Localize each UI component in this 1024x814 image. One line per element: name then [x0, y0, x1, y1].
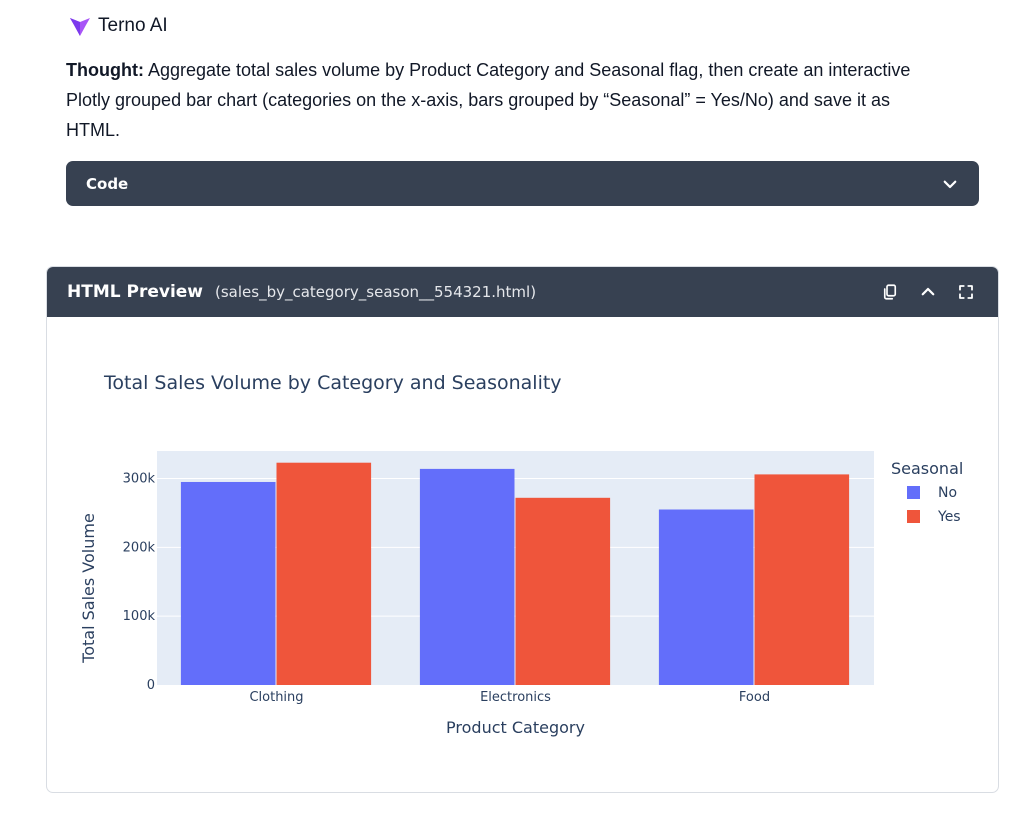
legend-item-no: No	[938, 485, 957, 501]
bar-no-food	[658, 509, 754, 685]
code-panel-toggle[interactable]: Code	[66, 161, 979, 206]
x-tick-label: Electronics	[480, 690, 551, 705]
chart-container: 0 100k 200k 300k Clothing Electronics Food Tota…	[47, 317, 998, 792]
thought-message: Thought: Aggregate total sales volume by…	[66, 55, 946, 145]
code-panel-label: Code	[86, 174, 129, 193]
brand-name: Terno AI	[98, 15, 168, 36]
preview-header: HTML Preview (sales_by_category_season__…	[47, 267, 998, 317]
x-tick-label: Clothing	[249, 690, 303, 705]
fullscreen-icon[interactable]	[957, 283, 975, 301]
legend-item-yes: Yes	[937, 509, 961, 525]
html-preview-panel: HTML Preview (sales_by_category_season__…	[46, 266, 999, 793]
chevron-up-icon[interactable]	[919, 283, 937, 301]
preview-actions	[880, 267, 976, 317]
legend-swatch-no	[907, 486, 920, 499]
thought-label: Thought:	[66, 60, 144, 80]
bar-yes-food	[754, 474, 850, 685]
chart-title: Total Sales Volume by Category and Seaso…	[103, 372, 562, 394]
y-axis-title: Total Sales Volume	[79, 513, 98, 664]
preview-filename: (sales_by_category_season__554321.html)	[215, 283, 537, 301]
copy-button[interactable]	[880, 282, 900, 302]
y-tick-label: 100k	[123, 609, 156, 624]
legend-title: Seasonal	[891, 459, 963, 478]
preview-title: HTML Preview	[67, 282, 204, 302]
fullscreen-button[interactable]	[956, 282, 976, 302]
copy-icon[interactable]	[881, 283, 899, 301]
legend-swatch-yes	[907, 510, 920, 523]
bar-no-electronics	[419, 468, 515, 685]
x-axis-title: Product Category	[446, 718, 585, 737]
collapse-button[interactable]	[918, 282, 938, 302]
y-tick-label: 0	[147, 678, 155, 693]
y-tick-label: 300k	[123, 472, 156, 487]
grouped-bar-chart: 0 100k 200k 300k Clothing Electronics Food Tota…	[79, 372, 963, 737]
bar-no-clothing	[180, 481, 276, 685]
bar-yes-clothing	[276, 462, 372, 685]
chevron-down-icon[interactable]	[941, 175, 959, 193]
thought-text: Aggregate total sales volume by Product …	[66, 60, 911, 140]
y-tick-label: 200k	[123, 540, 156, 555]
brand: Terno AI	[68, 14, 168, 38]
bar-yes-electronics	[515, 497, 611, 685]
terno-logo-icon	[70, 18, 90, 36]
x-tick-label: Food	[739, 690, 770, 705]
